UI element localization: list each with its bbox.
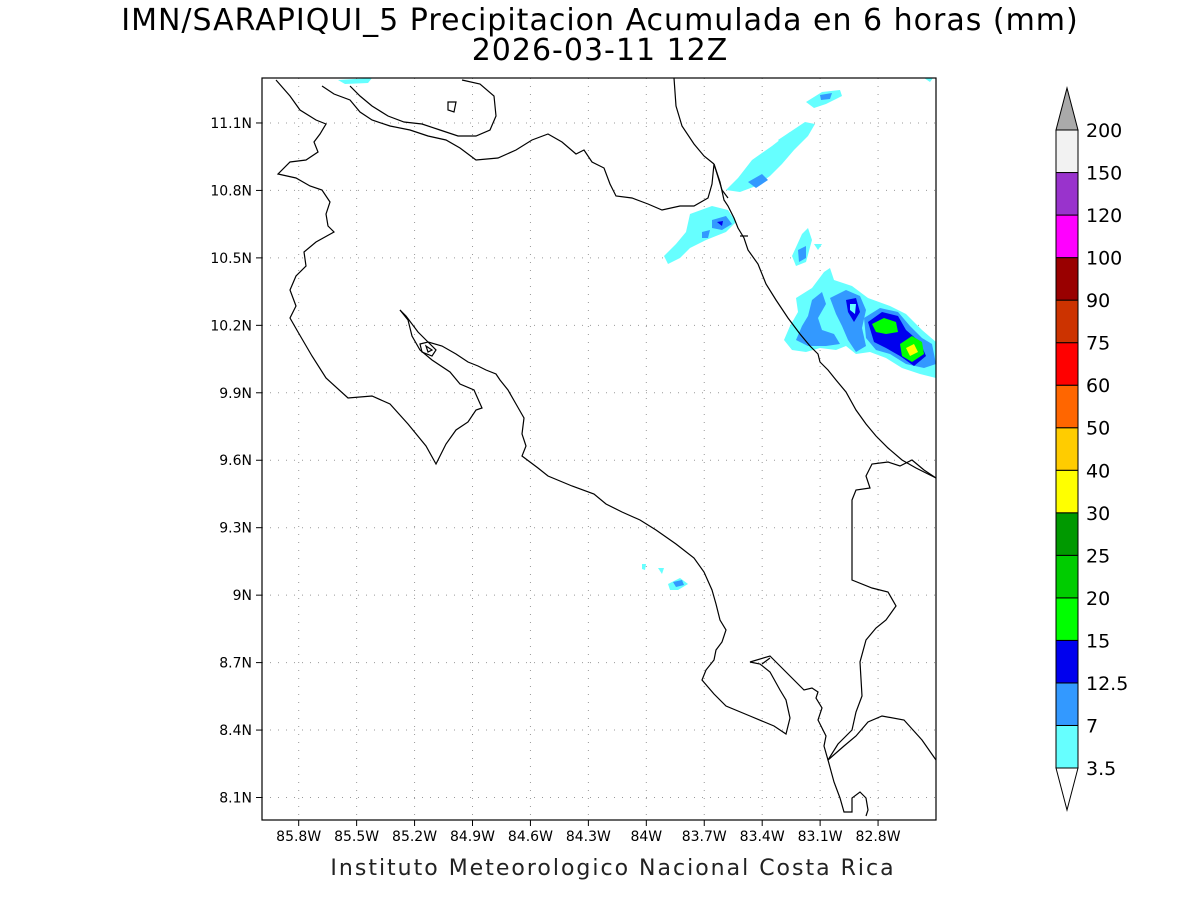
lon-tick-label: 83.1W xyxy=(798,829,843,845)
precip-band-caribbean xyxy=(748,174,768,188)
credit-line: Instituto Meteorologico Nacional Costa R… xyxy=(330,856,896,881)
colorbar-segment xyxy=(1055,342,1079,386)
colorbar-segment xyxy=(1055,427,1079,471)
colorbar-segment xyxy=(1055,257,1079,301)
precip-cluster-limon xyxy=(906,344,918,356)
colorbar-segment xyxy=(1055,724,1079,769)
precip-spot xyxy=(814,244,822,250)
precip-spot xyxy=(792,228,812,266)
colorbar-label: 20 xyxy=(1086,588,1110,610)
lat-tick-label: 8.4N xyxy=(219,723,252,739)
lat-tick-label: 9N xyxy=(233,588,252,604)
lon-tick-label: 84.3W xyxy=(566,829,611,845)
coastline xyxy=(275,77,937,817)
precip-band-caribbean xyxy=(664,206,736,264)
colorbar-label: 12.5 xyxy=(1086,673,1128,695)
precip-band-caribbean xyxy=(726,122,815,192)
precip-band-caribbean xyxy=(820,93,832,100)
lat-tick-label: 10.5N xyxy=(210,251,252,267)
colorbar-segment xyxy=(1055,299,1079,344)
precip-spot-south xyxy=(658,568,664,574)
lon-tick-label: 85.5W xyxy=(334,829,379,845)
longitude-axis: 85.8W 85.5W 85.2W 84.9W 84.6W 84.3W 84W 83.7W 83… xyxy=(276,820,901,845)
precip-cell-north-edge xyxy=(924,78,933,82)
latitude-axis: 11.1N 10.8N 10.5N 10.2N 9.9N 9.6N 9.3N 9N 8.7N 8.… xyxy=(210,116,262,807)
colorbar-label: 150 xyxy=(1086,163,1122,185)
colorbar-label: 75 xyxy=(1086,333,1110,355)
map-gridlines xyxy=(262,78,936,820)
lon-tick-label: 84.9W xyxy=(450,829,495,845)
colorbar-segment xyxy=(1055,512,1079,556)
lat-tick-label: 9.6N xyxy=(219,453,252,469)
colorbar-segment xyxy=(1055,214,1079,259)
lat-tick-label: 9.3N xyxy=(219,521,252,537)
colorbar-label: 50 xyxy=(1086,418,1110,440)
lon-tick-label: 85.2W xyxy=(392,829,437,845)
precip-band-caribbean xyxy=(702,230,710,238)
lat-tick-label: 9.9N xyxy=(219,386,252,402)
colorbar-label: 30 xyxy=(1086,503,1110,525)
colorbar-segment xyxy=(1055,129,1079,174)
precipitation-fields xyxy=(338,78,936,590)
colorbar-label: 200 xyxy=(1086,120,1122,142)
lon-tick-label: 82.8W xyxy=(856,829,901,845)
precip-spot xyxy=(798,246,806,262)
lat-tick-label: 10.2N xyxy=(210,318,252,334)
map-frame xyxy=(261,77,937,821)
map-title: IMN/SARAPIQUI_5 Precipitacion Acumulada … xyxy=(121,3,1079,38)
colorbar-segment xyxy=(1055,597,1079,641)
lat-tick-label: 11.1N xyxy=(210,116,252,132)
lon-tick-label: 84W xyxy=(630,829,662,845)
colorbar-label: 15 xyxy=(1086,630,1110,652)
colorbar-label: 7 xyxy=(1086,715,1098,737)
lat-tick-label: 8.1N xyxy=(219,791,252,807)
precip-cluster-limon xyxy=(850,304,856,314)
colorbar-label: 120 xyxy=(1086,205,1122,227)
lat-tick-label: 10.8N xyxy=(210,183,252,199)
colorbar-label: 40 xyxy=(1086,460,1110,482)
colorbar: 3.5 7 12.5 15 20 25 30 40 50 60 75 90 100 120 150 200 xyxy=(1055,86,1128,812)
colorbar-segment xyxy=(1055,639,1079,684)
colorbar-label: 25 xyxy=(1086,545,1110,567)
map-date-subtitle: 2026-03-11 12Z xyxy=(471,33,729,68)
colorbar-segment xyxy=(1055,384,1079,429)
lon-tick-label: 83.4W xyxy=(740,829,785,845)
lat-tick-label: 8.7N xyxy=(219,656,252,672)
colorbar-segment xyxy=(1055,172,1079,216)
colorbar-label: 90 xyxy=(1086,290,1110,312)
lon-tick-label: 83.7W xyxy=(682,829,727,845)
colorbar-over-arrow xyxy=(1055,86,1079,131)
colorbar-label: 3.5 xyxy=(1086,758,1116,780)
precip-cluster-limon xyxy=(796,292,840,346)
precip-cluster-limon xyxy=(872,318,898,334)
precip-spot-south xyxy=(642,564,646,570)
colorbar-segment xyxy=(1055,554,1079,599)
colorbar-label: 60 xyxy=(1086,375,1110,397)
precip-spot-south xyxy=(673,580,684,587)
precip-band-caribbean xyxy=(778,132,794,146)
lon-tick-label: 84.6W xyxy=(508,829,553,845)
colorbar-label: 100 xyxy=(1086,248,1122,270)
colorbar-segment xyxy=(1055,469,1079,514)
precip-band-caribbean xyxy=(717,221,723,226)
lon-tick-label: 85.8W xyxy=(276,829,321,845)
colorbar-under-arrow xyxy=(1055,767,1079,812)
precip-cell-north-edge xyxy=(338,78,372,84)
colorbar-segment xyxy=(1055,682,1079,726)
